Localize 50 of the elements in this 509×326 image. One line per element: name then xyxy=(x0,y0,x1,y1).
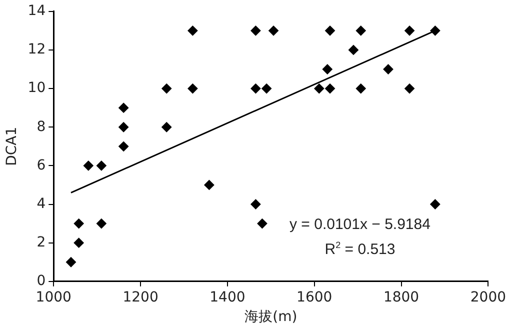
x-tick-label: 2000 xyxy=(470,289,506,306)
point xyxy=(322,64,332,74)
point xyxy=(430,199,440,210)
point xyxy=(262,84,272,94)
y-tick-label: 2 xyxy=(36,234,46,250)
point xyxy=(188,26,198,36)
x-tick-label: 1800 xyxy=(383,289,420,306)
x-axis-title: 海拔(m) xyxy=(244,309,298,326)
point xyxy=(74,218,84,229)
annotation: y = 0.0101x − 5.9184 xyxy=(288,215,432,235)
point xyxy=(325,26,335,36)
y-tick-label: 6 xyxy=(36,157,46,174)
y-tick-label: 4 xyxy=(36,196,46,212)
point xyxy=(162,84,172,94)
point xyxy=(96,218,106,229)
point xyxy=(118,102,129,113)
point xyxy=(74,238,84,248)
y-axis-title: DCA1 xyxy=(4,126,20,166)
point xyxy=(268,26,279,36)
annotation: R$^{2}$ = 0.513 xyxy=(324,239,396,260)
y-tick-label: 14 xyxy=(28,3,46,20)
y-tick-label: 10 xyxy=(28,80,46,96)
x-tick-label: 1600 xyxy=(296,289,332,306)
x-tick-label: 1400 xyxy=(210,289,246,306)
x-tick-label: 1200 xyxy=(122,289,158,306)
point xyxy=(188,84,198,94)
point xyxy=(383,64,394,74)
point xyxy=(356,26,366,36)
point xyxy=(356,84,366,94)
point xyxy=(118,141,129,152)
point xyxy=(257,218,268,229)
point xyxy=(66,257,76,268)
point xyxy=(430,26,440,36)
point xyxy=(83,160,94,171)
point xyxy=(118,122,129,132)
point xyxy=(325,84,335,94)
point xyxy=(96,160,106,171)
point xyxy=(250,199,261,210)
y-tick-label: 0 xyxy=(36,273,46,290)
point xyxy=(162,122,172,132)
point xyxy=(348,44,358,55)
y-tick-label: 12 xyxy=(28,42,46,58)
point xyxy=(250,26,261,36)
point xyxy=(204,180,214,190)
point xyxy=(404,26,415,36)
point xyxy=(314,84,324,94)
y-tick-label: 8 xyxy=(36,118,46,135)
x-tick-label: 1000 xyxy=(36,289,72,306)
point xyxy=(404,84,415,94)
point xyxy=(250,84,261,94)
